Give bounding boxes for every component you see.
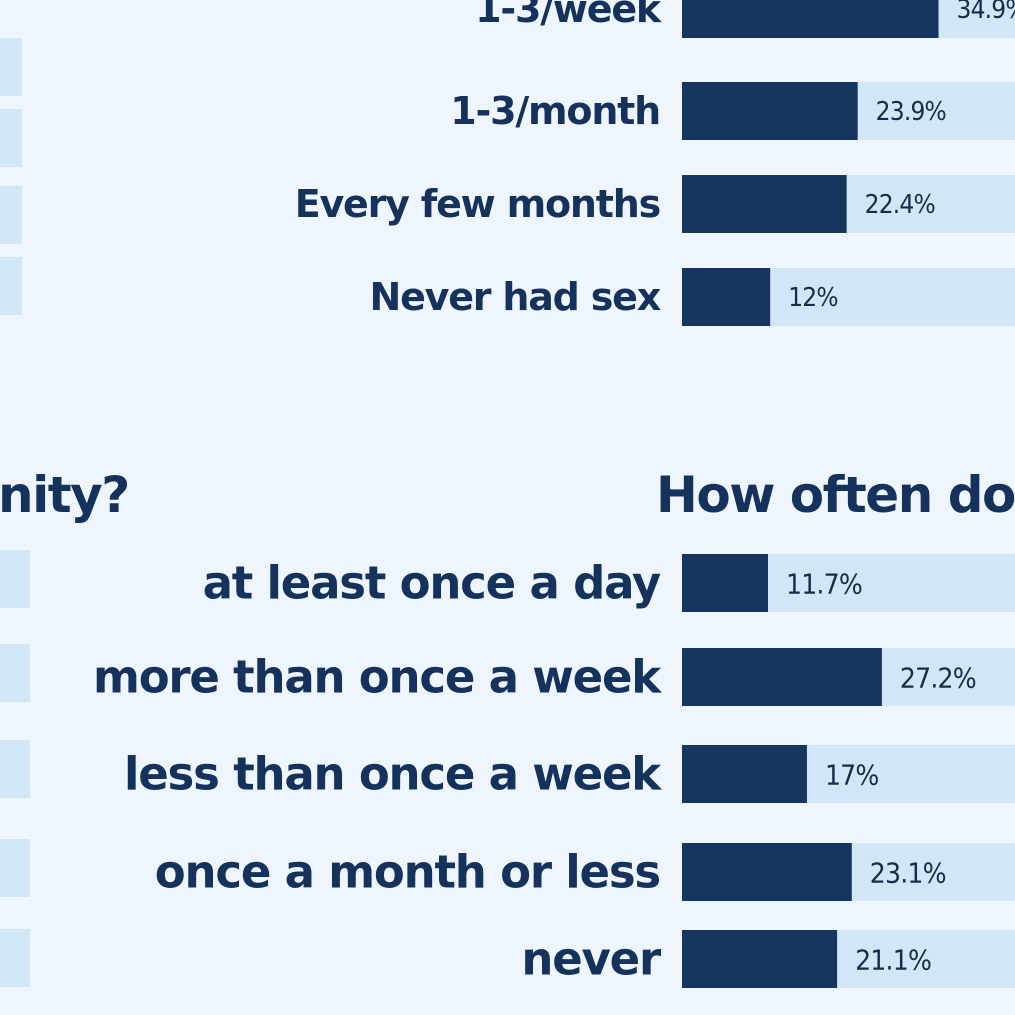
bar-row: more than once a week 27.2% [93, 648, 1015, 706]
category-label: at least once a day [203, 557, 661, 610]
bar [682, 843, 852, 901]
value-label: 17% [825, 759, 879, 792]
value-label: 27.2% [900, 662, 976, 695]
value-label: 23.9% [876, 97, 946, 127]
bar [682, 268, 771, 326]
category-label: Never had sex [369, 275, 660, 319]
how-often-chart: at least once a day 11.7% more than once a… [93, 554, 1015, 988]
bar [682, 745, 807, 803]
bar [682, 0, 939, 38]
bar-row: once a month or less 23.1% [155, 843, 1015, 901]
chart-title: How often do yo [656, 466, 1015, 524]
left-track-8 [0, 839, 30, 897]
bar-row: Never had sex 12% [369, 268, 1015, 326]
left-track-9 [0, 929, 30, 987]
bar-row: never 21.1% [521, 930, 1015, 988]
bar [682, 554, 768, 612]
value-label: 12% [788, 283, 838, 313]
bar [682, 175, 847, 233]
value-label: 21.1% [855, 944, 931, 977]
value-label: 22.4% [865, 190, 935, 220]
bar-row: Every few months 22.4% [295, 175, 1015, 233]
category-label: 1-3/week [475, 0, 662, 31]
category-label: once a month or less [155, 846, 660, 899]
category-label: Every few months [295, 182, 660, 226]
category-label: 1-3/month [450, 89, 660, 133]
sex-frequency-chart: 1-3/week 34.9% 1-3/month 23.9% Every few mon… [295, 0, 1015, 326]
left-chart-title-fragment: nity? [0, 466, 129, 524]
value-label: 11.7% [786, 568, 862, 601]
left-track-1 [0, 38, 22, 96]
bar [682, 82, 858, 140]
left-cropped-chart: nity? [0, 38, 130, 987]
category-label: more than once a week [93, 651, 662, 704]
value-label: 23.1% [870, 857, 946, 890]
category-label: less than once a week [124, 748, 662, 801]
left-track-5 [0, 550, 30, 608]
bar [682, 648, 882, 706]
category-label: never [521, 933, 662, 986]
bar [682, 930, 838, 988]
left-track-4 [0, 257, 22, 315]
value-label: 34.9% [957, 0, 1015, 25]
bar-row: 1-3/week 34.9% [475, 0, 1015, 38]
bar-row: 1-3/month 23.9% [450, 82, 1015, 140]
left-track-7 [0, 740, 30, 798]
left-track-6 [0, 644, 30, 702]
bar-row: at least once a day 11.7% [203, 554, 1015, 612]
bar-row: less than once a week 17% [124, 745, 1015, 803]
left-track-2 [0, 109, 22, 167]
left-track-3 [0, 186, 22, 244]
